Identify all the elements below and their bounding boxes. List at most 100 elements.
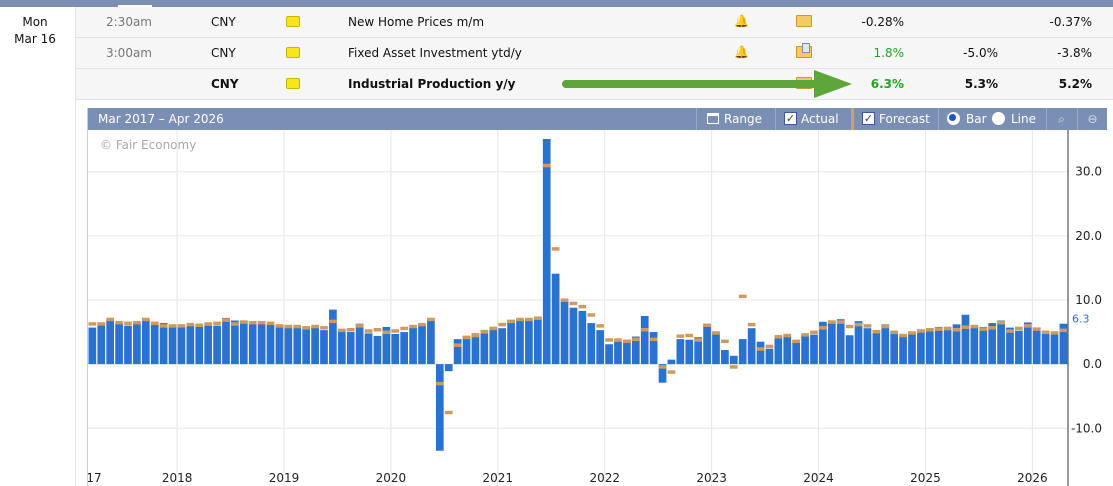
forecast-marker[interactable] xyxy=(400,326,409,331)
forecast-marker[interactable] xyxy=(979,327,988,331)
forecast-marker[interactable] xyxy=(765,344,774,349)
bell-icon[interactable]: 🔔 xyxy=(734,14,749,28)
zoom-in-icon[interactable]: ⌕ xyxy=(1046,108,1076,130)
actual-bar[interactable] xyxy=(578,310,587,365)
forecast-marker[interactable] xyxy=(988,326,997,330)
actual-bar[interactable] xyxy=(1023,322,1032,365)
actual-bar[interactable] xyxy=(676,339,685,365)
forecast-marker[interactable] xyxy=(1032,327,1041,331)
range-button[interactable]: Range xyxy=(696,108,768,130)
forecast-marker[interactable] xyxy=(729,365,738,369)
event-row[interactable]: 3:00am CNY Fixed Asset Investment ytd/y 🔔 1.… xyxy=(76,38,1113,69)
forecast-marker[interactable] xyxy=(204,322,213,326)
actual-bar[interactable] xyxy=(462,335,471,365)
actual-bar[interactable] xyxy=(409,327,417,365)
forecast-marker[interactable] xyxy=(792,339,801,344)
actual-bar[interactable] xyxy=(979,326,988,365)
actual-bar[interactable] xyxy=(881,324,890,365)
actual-bar[interactable] xyxy=(284,325,293,365)
actual-bar[interactable] xyxy=(819,321,827,365)
forecast-marker[interactable] xyxy=(409,324,417,329)
actual-bar[interactable] xyxy=(970,324,979,365)
actual-bar[interactable] xyxy=(186,324,195,365)
actual-bar[interactable] xyxy=(1041,333,1050,365)
actual-bar[interactable] xyxy=(765,348,774,365)
forecast-marker[interactable] xyxy=(961,325,970,329)
forecast-marker[interactable] xyxy=(248,320,257,325)
bell-icon[interactable]: 🔔 xyxy=(734,45,749,59)
forecast-marker[interactable] xyxy=(177,324,186,328)
actual-bar[interactable] xyxy=(721,350,729,365)
forecast-marker[interactable] xyxy=(516,317,524,322)
forecast-marker[interactable] xyxy=(435,381,444,386)
actual-bar[interactable] xyxy=(961,314,970,365)
forecast-marker[interactable] xyxy=(560,298,569,302)
forecast-marker[interactable] xyxy=(498,322,507,327)
actual-bar[interactable] xyxy=(703,323,711,365)
forecast-marker[interactable] xyxy=(168,324,177,328)
actual-bar[interactable] xyxy=(917,329,925,365)
actual-bar[interactable] xyxy=(364,333,373,365)
line-mode-option[interactable]: Line xyxy=(986,108,1044,130)
forecast-marker[interactable] xyxy=(88,322,97,326)
actual-bar[interactable] xyxy=(1050,332,1059,365)
forecast-marker[interactable] xyxy=(1015,326,1023,331)
forecast-marker[interactable] xyxy=(801,333,809,337)
actual-bar[interactable] xyxy=(792,340,801,365)
actual-bar[interactable] xyxy=(444,364,453,372)
actual-bar[interactable] xyxy=(1015,330,1023,365)
forecast-marker[interactable] xyxy=(810,330,818,335)
actual-bar[interactable] xyxy=(302,327,311,365)
forecast-marker[interactable] xyxy=(631,337,640,342)
actual-bar[interactable] xyxy=(623,339,631,365)
line-radio-icon[interactable] xyxy=(992,112,1005,125)
actual-bar[interactable] xyxy=(159,323,168,365)
actual-bar[interactable] xyxy=(124,325,132,365)
forecast-marker[interactable] xyxy=(1023,324,1032,328)
actual-bar[interactable] xyxy=(400,332,409,365)
actual-bar[interactable] xyxy=(560,301,569,365)
actual-bar[interactable] xyxy=(115,323,123,365)
actual-bar[interactable] xyxy=(658,364,667,383)
forecast-marker[interactable] xyxy=(533,316,542,320)
forecast-marker[interactable] xyxy=(614,338,622,342)
forecast-marker[interactable] xyxy=(489,326,498,331)
forecast-marker[interactable] xyxy=(881,324,890,329)
actual-bar[interactable] xyxy=(516,319,524,365)
forecast-marker[interactable] xyxy=(836,320,845,324)
forecast-marker[interactable] xyxy=(391,329,400,333)
forecast-marker[interactable] xyxy=(418,322,426,327)
forecast-marker[interactable] xyxy=(231,322,239,326)
forecast-marker[interactable] xyxy=(373,327,382,332)
actual-bar[interactable] xyxy=(836,319,845,365)
forecast-marker[interactable] xyxy=(320,326,328,330)
actual-bar[interactable] xyxy=(1006,327,1014,365)
actual-bar[interactable] xyxy=(391,333,400,365)
actual-bar[interactable] xyxy=(489,328,498,365)
actual-bar[interactable] xyxy=(382,326,391,365)
forecast-marker[interactable] xyxy=(427,317,435,322)
actual-bar[interactable] xyxy=(845,335,854,365)
actual-toggle[interactable]: ✓ Actual xyxy=(775,108,849,130)
actual-bar[interactable] xyxy=(801,335,809,365)
actual-bar[interactable] xyxy=(204,325,213,365)
actual-bar[interactable] xyxy=(631,336,640,365)
actual-bar[interactable] xyxy=(1032,327,1041,365)
forecast-marker[interactable] xyxy=(747,322,756,327)
actual-bar[interactable] xyxy=(337,329,346,365)
forecast-marker[interactable] xyxy=(872,329,881,334)
forecast-marker[interactable] xyxy=(863,324,872,328)
forecast-marker[interactable] xyxy=(676,334,685,338)
forecast-marker[interactable] xyxy=(640,327,649,332)
forecast-marker[interactable] xyxy=(908,331,916,335)
actual-bar[interactable] xyxy=(908,332,916,365)
forecast-marker[interactable] xyxy=(890,330,899,335)
actual-bar[interactable] xyxy=(373,335,382,365)
forecast-marker[interactable] xyxy=(694,338,703,342)
forecast-marker[interactable] xyxy=(453,343,462,347)
actual-bar[interactable] xyxy=(934,326,943,365)
forecast-marker[interactable] xyxy=(346,327,355,332)
forecast-marker[interactable] xyxy=(471,333,480,338)
event-title[interactable]: Fixed Asset Investment ytd/y xyxy=(348,46,522,60)
forecast-marker[interactable] xyxy=(685,333,694,338)
